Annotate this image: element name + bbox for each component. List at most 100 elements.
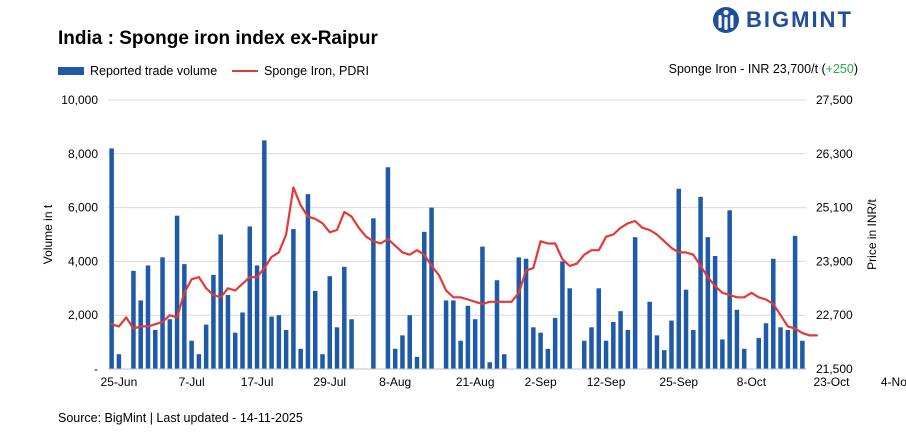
y-tick-label: 10,000	[61, 93, 98, 107]
volume-bar	[276, 315, 282, 369]
volume-bar	[131, 270, 136, 369]
volume-bar	[800, 340, 805, 369]
volume-bar	[283, 329, 289, 369]
y-tick-label: 4,000	[68, 254, 98, 268]
x-tick-label: 8-Aug	[379, 375, 411, 389]
volume-bar	[291, 229, 296, 369]
x-tick-label: 23-Oct	[813, 375, 850, 389]
volume-bar	[167, 319, 173, 369]
volume-bar	[247, 226, 253, 369]
volume-bar	[676, 188, 682, 369]
x-tick-label: 21-Aug	[456, 375, 495, 389]
legend-bar-swatch	[58, 67, 84, 75]
legend-line-swatch	[232, 70, 258, 72]
volume-bar	[792, 235, 798, 369]
volume-bar	[625, 329, 631, 369]
x-tick-label: 29-Jul	[313, 375, 346, 389]
volume-bar	[756, 338, 761, 369]
volume-bar	[342, 266, 347, 369]
y2-tick-label: 22,700	[816, 308, 853, 322]
volume-bar	[451, 300, 456, 369]
price-summary-suffix: )	[853, 62, 858, 76]
volume-bar	[778, 327, 783, 369]
volume-bar	[334, 327, 340, 369]
volume-bar	[771, 258, 776, 369]
volume-bar	[487, 362, 492, 369]
y2-tick-label: 26,300	[816, 147, 853, 161]
brand-logo: BIGMINT	[712, 5, 853, 35]
price-line	[110, 186, 819, 337]
volume-bar	[153, 329, 158, 369]
volume-bar	[611, 321, 616, 369]
price-summary-prefix: Sponge Iron - INR 23,700/t (	[668, 62, 826, 76]
volume-bar	[698, 196, 703, 369]
volume-bar	[145, 265, 151, 369]
volume-bar	[349, 319, 354, 369]
y2-tick-label: 21,500	[816, 362, 853, 376]
source-note: Source: BigMint | Last updated - 14-11-2…	[58, 411, 303, 425]
volume-bar	[465, 305, 471, 369]
legend-price-label: Sponge Iron, PDRI	[264, 64, 369, 78]
volume-bar	[392, 348, 398, 369]
y2-axis-title: Price in INR/t	[865, 198, 879, 269]
y2-tick-label: 27,500	[816, 93, 853, 107]
legend-volume: Reported trade volume	[58, 64, 217, 78]
volume-bar	[727, 210, 732, 369]
volume-bar	[327, 276, 333, 369]
volume-bar	[174, 215, 180, 369]
volume-bar	[458, 340, 463, 369]
volume-bar	[647, 301, 652, 369]
volume-bar	[203, 324, 209, 369]
bigmint-logo-icon	[713, 7, 739, 33]
volume-bar	[741, 348, 747, 369]
volume-bar	[560, 261, 565, 369]
volume-bar	[683, 289, 689, 369]
y2-tick-label: 25,100	[816, 201, 853, 215]
volume-bar	[603, 340, 609, 369]
volume-bar	[654, 335, 660, 369]
logo-text: BIGMINT	[746, 7, 853, 32]
x-tick-label: 25-Sep	[659, 375, 698, 389]
volume-bar	[160, 257, 165, 369]
volume-bar	[196, 354, 202, 369]
volume-bar	[211, 274, 216, 369]
x-tick-label: 7-Jul	[179, 375, 205, 389]
volume-bar	[138, 300, 143, 369]
x-tick-label: 12-Sep	[587, 375, 626, 389]
volume-bar	[298, 348, 303, 369]
volume-bar	[545, 348, 551, 369]
y-tick-label: 2,000	[68, 308, 98, 322]
volume-bar	[472, 319, 478, 369]
volume-bar	[632, 237, 638, 369]
y-tick-label: -	[94, 362, 98, 376]
volume-bar	[502, 354, 507, 369]
volume-bar	[552, 317, 558, 369]
x-tick-label: 17-Jul	[241, 375, 274, 389]
volume-bar	[712, 256, 718, 369]
volume-bar	[305, 194, 311, 369]
chart-title: India : Sponge iron index ex-Raipur	[58, 28, 378, 49]
volume-bar	[262, 140, 267, 369]
volume-bar	[422, 231, 427, 369]
volume-bar	[225, 295, 231, 369]
y2-tick-label: 23,900	[816, 254, 853, 268]
volume-bar	[232, 332, 238, 369]
volume-bar	[320, 354, 325, 369]
x-tick-label: 2-Sep	[525, 375, 557, 389]
volume-bar	[661, 350, 667, 369]
volume-bar	[371, 218, 376, 369]
volume-bar	[400, 335, 405, 369]
y-tick-label: 8,000	[68, 147, 98, 161]
y-axis-title: Volume in t	[41, 204, 55, 264]
x-tick-label: 25-Jun	[101, 375, 138, 389]
volume-bar	[116, 354, 122, 369]
volume-bar	[312, 290, 318, 369]
volume-bar	[581, 340, 587, 369]
volume-bar	[785, 329, 791, 369]
volume-bar	[734, 309, 740, 369]
volume-bar	[182, 264, 187, 369]
volume-bar	[443, 300, 449, 369]
volume-bar	[429, 207, 434, 369]
volume-bar	[516, 257, 522, 369]
